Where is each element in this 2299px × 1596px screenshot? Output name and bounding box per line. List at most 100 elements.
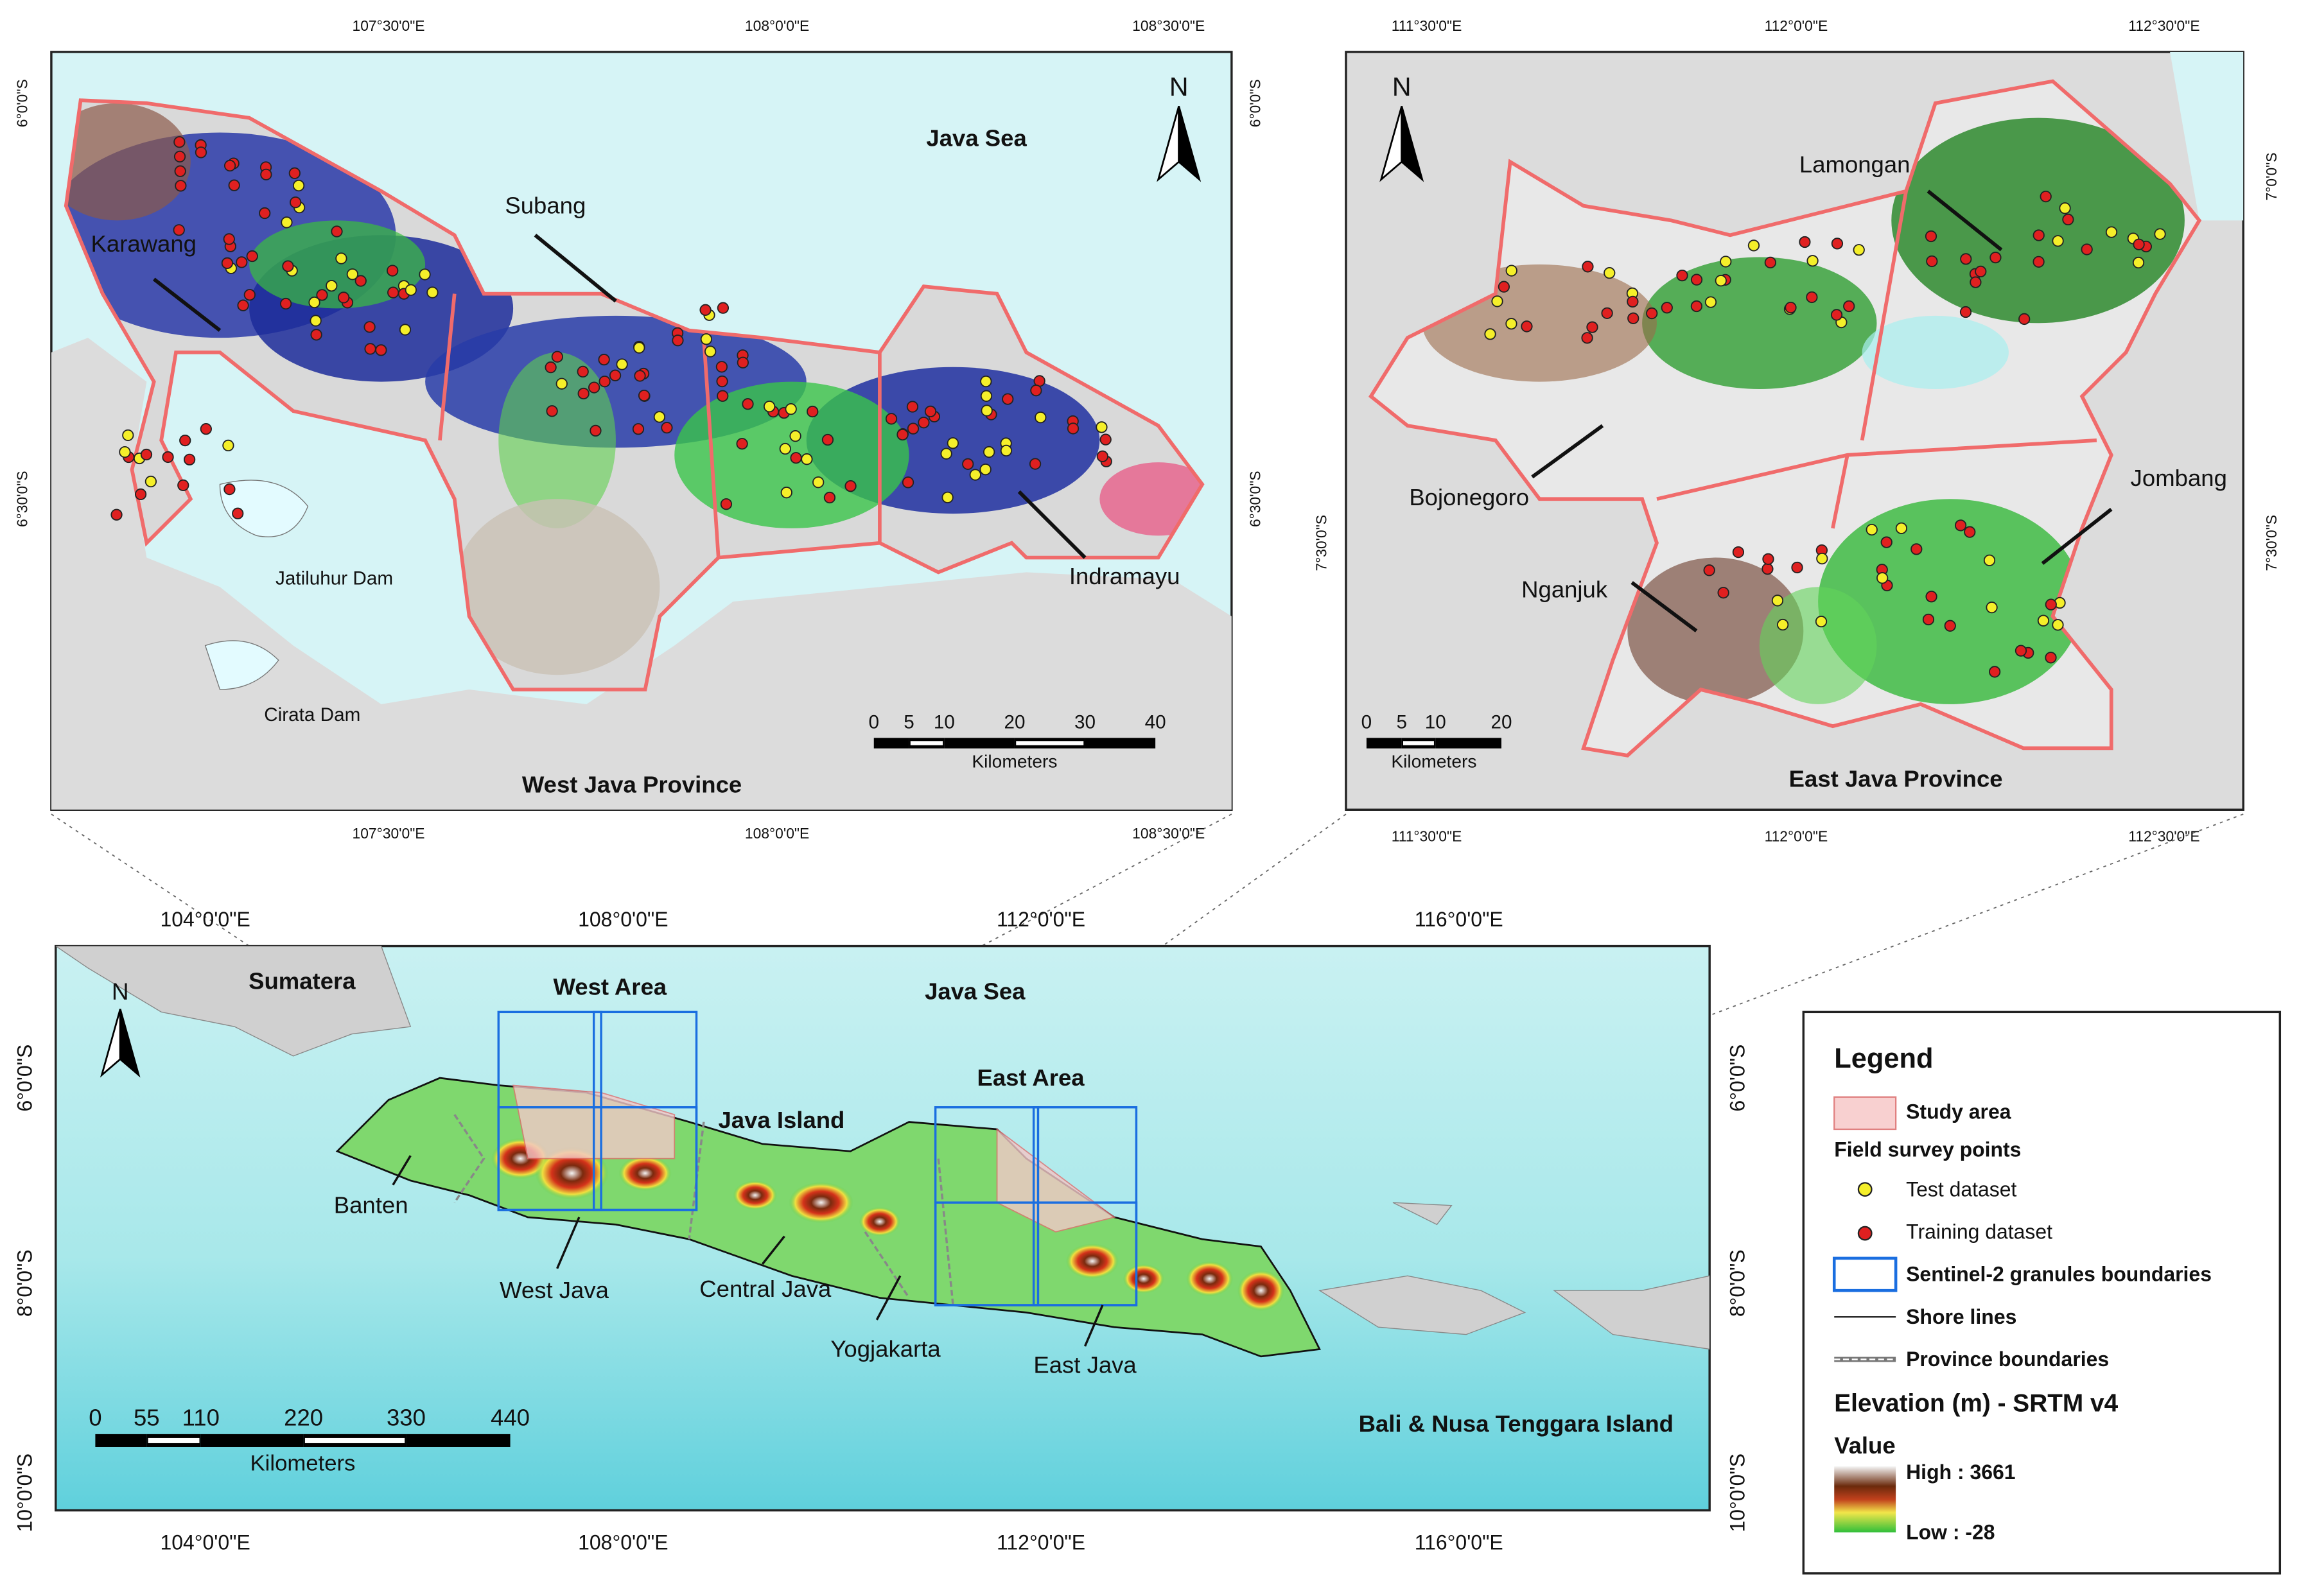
survey-point [1676,269,1688,282]
lon-label: 112°0'0"E [1765,17,1828,34]
survey-point [119,446,131,458]
scale-tick-label: 10 [1425,711,1446,733]
legend-ramp-label: High : 3661 [1906,1461,2015,1484]
survey-point [609,369,622,381]
dam [204,480,309,690]
survey-point [222,439,234,452]
survey-point [807,405,819,418]
sumatera [55,946,412,1057]
survey-point [716,375,728,388]
scale-tick-label: 30 [1074,711,1096,733]
survey-point [140,448,153,461]
survey-point [1954,519,1967,532]
survey-point [1096,421,1108,433]
survey-point [979,464,992,476]
overview-label: Sumatera [249,967,356,994]
place-label: Bojonegoro [1409,484,1529,510]
map-title: East Java Province [1789,765,2003,792]
survey-point [144,475,157,488]
lon-label: 111°30'0"E [1392,828,1462,845]
survey-point [962,458,974,470]
survey-point [310,329,322,341]
survey-point [2154,228,2166,240]
scale-segment [1016,741,1084,745]
survey-point [823,491,836,504]
survey-point [737,356,749,369]
overview-label: Central Java [699,1276,832,1302]
scale-segment [1366,738,1402,749]
survey-point [1029,458,1042,470]
lat-label: 7°30'0"S [2263,515,2280,571]
survey-point [1959,306,1972,318]
survey-point [1806,291,1818,304]
overview-label: East Area [977,1064,1085,1091]
survey-point [246,250,258,263]
lat-label: 6°30'0"S [14,471,31,527]
scale-tick-label: 220 [284,1405,323,1431]
survey-point [1853,244,1865,256]
survey-point [704,345,717,358]
survey-point [236,256,248,268]
scale-tick-label: 110 [182,1405,220,1431]
survey-point [907,422,920,435]
survey-point [2045,598,2057,611]
north-label: N [112,978,129,1005]
survey-point [983,446,995,458]
scale-segment [406,1434,511,1447]
survey-point [1717,587,1729,599]
survey-point [1816,552,1828,565]
east-map [1345,51,2244,811]
survey-point [763,401,776,413]
survey-point [2133,238,2145,250]
survey-point [790,452,802,464]
survey-point [363,321,376,333]
leader-line [392,1155,1104,1347]
survey-point [1521,320,1533,333]
survey-point [1627,312,1639,324]
survey-point [174,165,186,177]
scale-tick-label: 10 [934,711,955,733]
survey-point [2032,256,2045,268]
survey-point [918,417,930,429]
legend-test-symbol [1857,1182,1873,1197]
place-label: Indramayu [1069,563,1180,589]
survey-point [2045,652,2057,664]
survey-point [546,405,558,417]
survey-point [947,437,959,449]
survey-point [2032,229,2045,241]
survey-point [590,424,602,437]
lon-label: 112°30'0"E [2128,828,2199,845]
survey-point [555,377,568,390]
legend-item: Province boundaries [1906,1348,2109,1371]
legend-item: Study area [1906,1100,2011,1123]
survey-point [346,268,358,281]
survey-point [175,180,187,192]
legend-item: Shore lines [1906,1305,2016,1328]
survey-point [1505,318,1517,330]
survey-point [720,498,733,510]
survey-point [1925,230,1937,243]
survey-point [1762,553,1774,565]
survey-point [801,453,813,465]
survey-point [699,304,712,316]
lon-label: 116°0'0"E [1415,908,1503,931]
survey-point [1791,561,1803,574]
survey-point [844,480,857,492]
scale-tick-label: 330 [387,1405,426,1431]
north-arrow [119,1009,141,1078]
leader-line [152,234,1087,559]
survey-point [1582,261,1594,273]
scale-tick-label: 20 [1004,711,1025,733]
islands [1318,1202,1710,1350]
survey-point [243,289,256,301]
survey-point [1922,613,1935,626]
overview-label: Bali & Nusa Tenggara Island [1359,1410,1674,1437]
survey-point [1035,412,1047,424]
survey-point [173,224,185,236]
sea-label: Java Sea [926,125,1027,152]
survey-point [1876,572,1889,584]
lat-label: 6°0'0"S [13,1045,37,1112]
survey-point [588,381,600,394]
survey-point [599,376,611,388]
lat-label: 6°30'0"S [1247,471,1264,527]
